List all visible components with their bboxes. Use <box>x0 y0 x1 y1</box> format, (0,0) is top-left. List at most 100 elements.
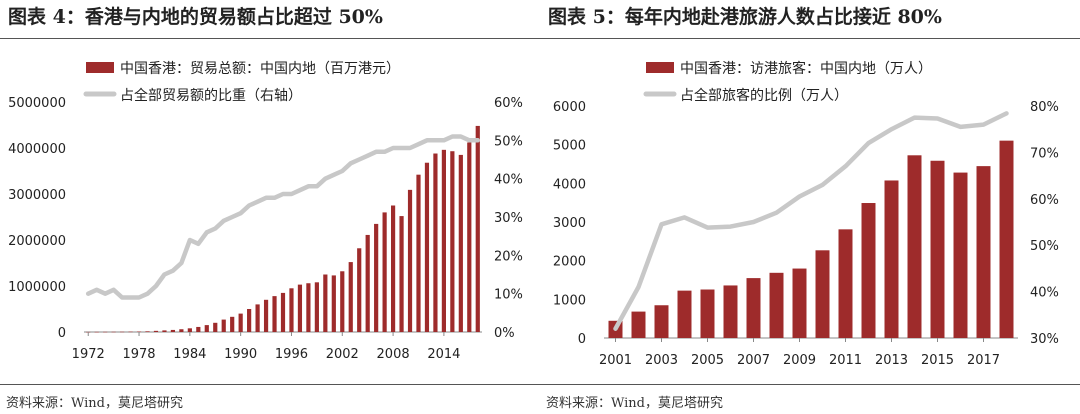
bar <box>700 289 715 338</box>
bar <box>230 316 235 332</box>
bar <box>111 331 116 333</box>
bar <box>458 154 463 332</box>
x-tick-label: 1972 <box>72 347 105 362</box>
y-right-tick-label: 60% <box>1030 193 1059 208</box>
source-note: 资料来源：Wind，莫尼塔研究 <box>546 396 723 411</box>
bar <box>677 290 692 338</box>
title-divider <box>0 38 540 39</box>
y-right-tick-label: 80% <box>1030 100 1059 115</box>
x-tick-label: 2015 <box>921 353 954 368</box>
bar <box>314 282 319 332</box>
bar <box>357 248 362 332</box>
bar <box>221 319 226 332</box>
title-divider <box>540 38 1080 39</box>
bar <box>263 299 269 332</box>
bar <box>475 125 480 332</box>
x-tick-label: 2008 <box>377 347 410 362</box>
bar <box>289 288 294 332</box>
bar <box>94 331 99 333</box>
y-right-tick-label: 70% <box>1030 146 1059 161</box>
y-left-tick-label: 2000000 <box>8 234 66 249</box>
y-right-tick-label: 10% <box>494 288 523 303</box>
bar <box>654 305 669 338</box>
y-left-tick-label: 4000000 <box>8 142 66 157</box>
y-right-tick-label: 40% <box>494 173 523 188</box>
bar <box>399 216 404 332</box>
bar <box>723 285 738 338</box>
legend-label: 占全部贸易额的比重（右轴） <box>120 87 302 104</box>
bar <box>128 331 133 333</box>
bar <box>907 155 922 338</box>
bar <box>103 331 108 333</box>
x-tick-label: 2002 <box>326 347 359 362</box>
y-left-tick-label: 0 <box>578 332 586 347</box>
y-right-tick-label: 20% <box>494 249 523 264</box>
x-tick-label: 1996 <box>275 347 308 362</box>
bar <box>441 149 446 332</box>
x-tick-label: 2014 <box>427 347 460 362</box>
bar <box>631 311 646 338</box>
y-left-tick-label: 1000000 <box>8 280 66 295</box>
y-left-tick-label: 3000000 <box>8 188 66 203</box>
chart-panel-tourists: 图表 5：每年内地赴港旅游人数占比接近 80% 0 1000 2000 3000 400… <box>540 0 1080 414</box>
y-left-tick-label: 1000 <box>553 293 586 308</box>
share-line <box>85 134 481 300</box>
bar <box>416 174 421 332</box>
x-tick-label: 1978 <box>122 347 155 362</box>
bar <box>930 160 945 338</box>
x-tick-label: 1990 <box>224 347 257 362</box>
bar <box>467 142 472 332</box>
bar <box>792 268 807 338</box>
bar <box>348 262 353 332</box>
bar <box>976 166 991 338</box>
bar <box>272 296 277 332</box>
y-right-tick-label: 0% <box>494 326 515 341</box>
y-right-tick-label: 50% <box>1030 239 1059 254</box>
y-right-tick-label: 30% <box>1030 332 1059 347</box>
x-tick-label: 2009 <box>783 353 816 368</box>
bar <box>213 322 218 332</box>
bar <box>433 153 438 332</box>
legend-label: 占全部旅客的比例（万人） <box>680 87 848 104</box>
bar <box>450 151 455 332</box>
x-tick-label: 2011 <box>829 353 862 368</box>
bar <box>280 292 286 332</box>
bar <box>861 203 876 338</box>
y-right-tick-label: 50% <box>494 134 523 149</box>
bar <box>136 331 142 333</box>
y-left-tick-label: 0 <box>58 326 66 341</box>
source-divider <box>0 384 540 385</box>
bar <box>170 329 176 332</box>
x-tick-label: 2005 <box>691 353 724 368</box>
bar <box>374 223 379 332</box>
y-right-tick-label: 60% <box>494 96 523 111</box>
bar <box>179 329 184 332</box>
bar <box>306 283 311 332</box>
y-left-tick-label: 5000000 <box>8 96 66 111</box>
y-left-tick-label: 3000 <box>553 216 586 231</box>
bar <box>145 331 150 332</box>
bar <box>153 330 159 332</box>
share-line <box>613 111 1009 331</box>
bar <box>365 234 370 332</box>
y-left-tick-label: 5000 <box>553 139 586 154</box>
y-right-tick-label: 40% <box>1030 286 1059 301</box>
legend-swatch-bar <box>86 62 114 73</box>
bar <box>297 284 303 332</box>
source-note: 资料来源：Wind，莫尼塔研究 <box>6 396 183 411</box>
y-left-tick-label: 2000 <box>553 255 586 270</box>
bar <box>204 325 209 332</box>
bar <box>247 309 252 332</box>
bar <box>407 189 413 332</box>
trade-chart: 0 1000000 2000000 3000000 4000000 5000000 0% 10… <box>8 61 523 362</box>
bar <box>838 229 853 338</box>
bar <box>196 326 201 332</box>
bar <box>884 180 899 338</box>
bar <box>255 304 260 332</box>
bar <box>424 162 430 332</box>
y-left-tick-label: 4000 <box>553 177 586 192</box>
bar <box>953 172 968 338</box>
bar <box>390 205 396 332</box>
bar <box>769 272 784 338</box>
x-tick-label: 2001 <box>599 353 632 368</box>
